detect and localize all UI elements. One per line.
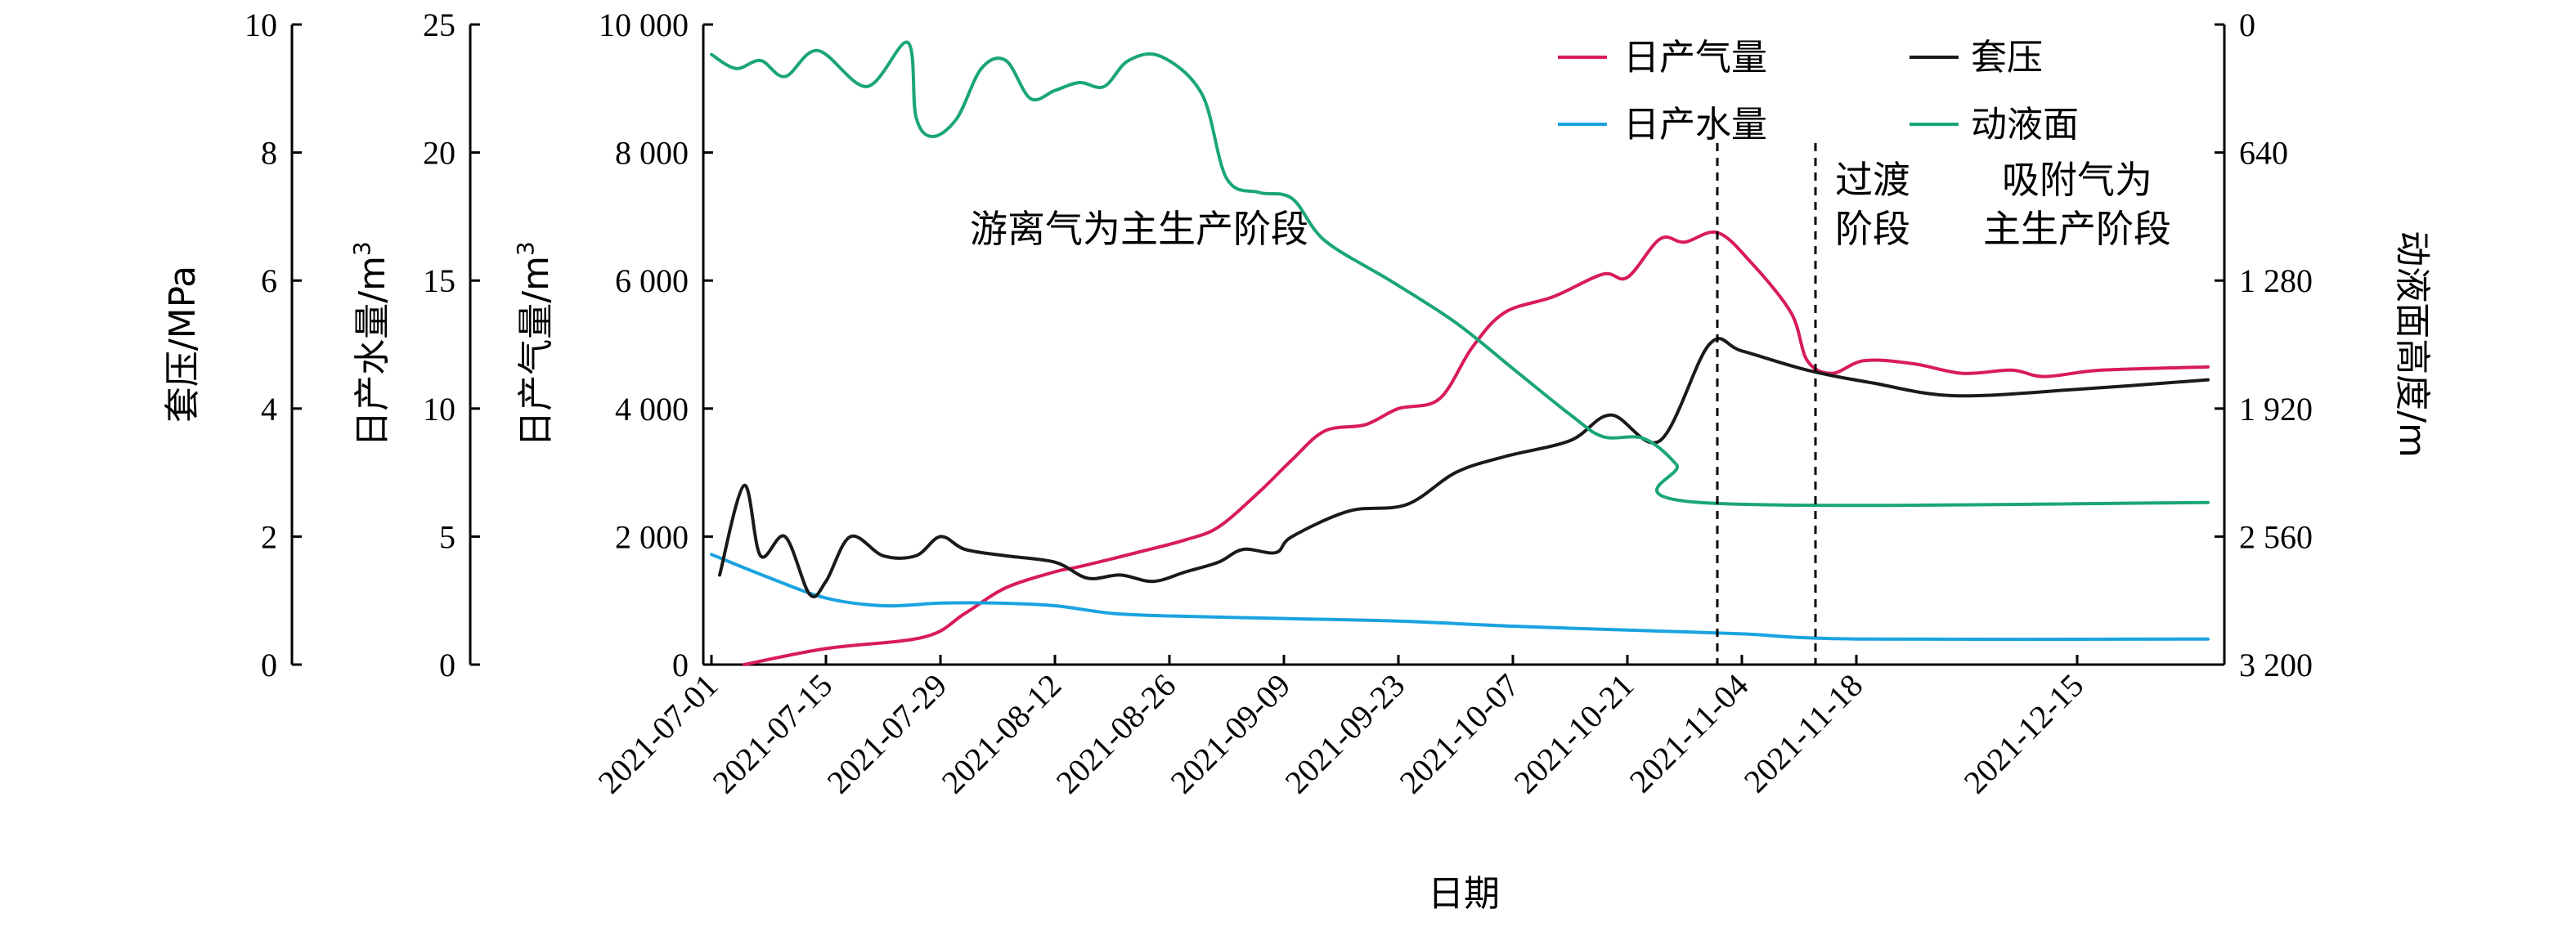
water-tick-label: 10	[423, 391, 456, 428]
water-axis-title: 日产水量/m3	[348, 241, 393, 447]
fluid_level-tick-label: 640	[2239, 135, 2288, 172]
legend-label-pressure: 套压	[1971, 37, 2043, 78]
x-tick-label: 2021-09-09	[1164, 667, 1298, 801]
water-tick-label: 25	[423, 7, 456, 43]
x-tick-label: 2021-12-15	[1957, 667, 2091, 801]
gas-tick-label: 0	[672, 647, 689, 683]
x-tick-label: 2021-07-01	[591, 667, 725, 801]
gas-tick-label: 10 000	[599, 7, 689, 43]
legend: 日产气量 套压 日产水量 动液面	[1558, 37, 2079, 146]
stage3-label-line2: 主生产阶段	[1983, 207, 2171, 251]
x-tick-label: 2021-11-18	[1737, 667, 1870, 800]
casing_pressure-tick-label: 8	[261, 135, 277, 172]
series-gas-line	[743, 230, 2210, 666]
gas-tick-label: 2 000	[615, 518, 689, 555]
casing_pressure-tick-label: 6	[261, 262, 277, 299]
legend-label-fluid-level: 动液面	[1971, 104, 2079, 146]
fluid_level-tick-label: 0	[2239, 7, 2255, 43]
casing_pressure-tick-label: 4	[261, 391, 277, 428]
legend-label-gas: 日产气量	[1623, 37, 1767, 78]
series-pressure-line	[718, 337, 2210, 598]
gas-tick-label: 8 000	[615, 135, 689, 172]
water-axis-title-sup: 3	[348, 241, 375, 256]
water-tick-label: 0	[439, 647, 456, 683]
casing_pressure-tick-label: 2	[261, 518, 277, 555]
casing_pressure-tick-label: 0	[261, 647, 277, 683]
fluid-level-axis-title: 动液面高度/m	[2391, 231, 2433, 458]
x-tick-label: 2021-10-21	[1507, 667, 1641, 801]
pressure-axis-title: 套压/MPa	[162, 266, 204, 423]
x-tick-label: 2021-07-29	[820, 667, 954, 801]
fluid_level-tick-label: 1 920	[2239, 391, 2313, 428]
water-axis-title-main: 日产水量/m	[352, 256, 393, 447]
stage1-label: 游离气为主生产阶段	[970, 207, 1308, 251]
x-tick-label: 2021-07-15	[706, 667, 840, 801]
stage-dividers	[1716, 143, 1817, 665]
x-tick-label: 2021-08-12	[935, 667, 1069, 801]
gas-tick-label: 6 000	[615, 262, 689, 299]
x-tick-label: 2021-11-04	[1622, 667, 1756, 800]
fluid_level-tick-label: 1 280	[2239, 262, 2313, 299]
legend-label-water: 日产水量	[1623, 104, 1767, 146]
water-tick-label: 15	[423, 262, 456, 299]
series-water-line	[710, 553, 2210, 642]
fluid_level-tick-label: 3 200	[2239, 647, 2313, 683]
x-tick-label: 2021-08-26	[1049, 667, 1183, 801]
gas-axis-title-sup: 3	[512, 241, 539, 256]
stage2-label-line2: 阶段	[1835, 207, 1910, 251]
gas-axis-title-main: 日产气量/m	[515, 256, 557, 447]
x-tick-label: 2021-09-23	[1278, 667, 1412, 801]
series-layer	[710, 40, 2210, 666]
gas-axis-title: 日产气量/m3	[512, 241, 557, 447]
gas-tick-label: 4 000	[615, 391, 689, 428]
series-fluid-level-line	[710, 40, 2210, 508]
casing_pressure-tick-label: 10	[245, 7, 277, 43]
stage3-label-line1: 吸附气为	[2002, 158, 2152, 202]
stage2-label-line1: 过渡	[1835, 158, 1910, 202]
x-tick-label: 2021-10-07	[1393, 667, 1527, 801]
x-axis-title: 日期	[1428, 873, 1500, 915]
water-tick-label: 20	[423, 135, 456, 172]
water-tick-label: 5	[439, 518, 456, 555]
fluid_level-tick-label: 2 560	[2239, 518, 2313, 555]
